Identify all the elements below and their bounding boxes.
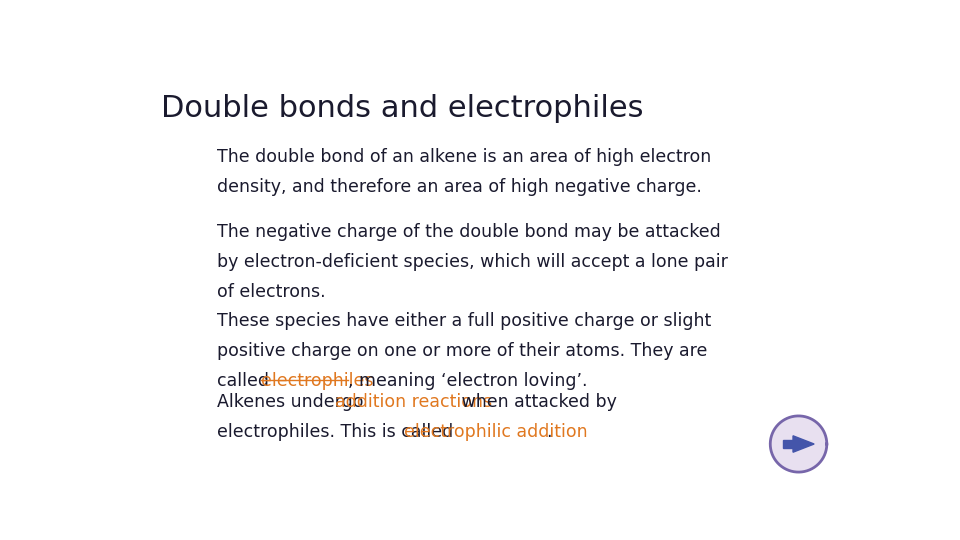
Text: when attacked by: when attacked by: [456, 393, 617, 411]
Text: The negative charge of the double bond may be attacked: The negative charge of the double bond m…: [217, 223, 720, 241]
Text: by electron-deficient species, which will accept a lone pair: by electron-deficient species, which wil…: [217, 253, 728, 271]
Text: density, and therefore an area of high negative charge.: density, and therefore an area of high n…: [217, 178, 702, 196]
Polygon shape: [783, 440, 794, 448]
Text: electrophilic addition: electrophilic addition: [404, 423, 588, 441]
Polygon shape: [770, 416, 827, 472]
Text: , meaning ‘electron loving’.: , meaning ‘electron loving’.: [348, 372, 588, 390]
Text: electrophiles: electrophiles: [261, 372, 373, 390]
Text: called: called: [217, 372, 275, 390]
Text: .: .: [546, 423, 552, 441]
Text: of electrons.: of electrons.: [217, 282, 325, 301]
Text: addition reactions: addition reactions: [334, 393, 492, 411]
Polygon shape: [793, 436, 814, 452]
Text: Double bonds and electrophiles: Double bonds and electrophiles: [161, 94, 643, 123]
Text: The double bond of an alkene is an area of high electron: The double bond of an alkene is an area …: [217, 148, 711, 166]
Text: electrophiles. This is called: electrophiles. This is called: [217, 423, 459, 441]
Text: These species have either a full positive charge or slight: These species have either a full positiv…: [217, 312, 711, 330]
Text: Alkenes undergo: Alkenes undergo: [217, 393, 369, 411]
Text: positive charge on one or more of their atoms. They are: positive charge on one or more of their …: [217, 342, 708, 360]
